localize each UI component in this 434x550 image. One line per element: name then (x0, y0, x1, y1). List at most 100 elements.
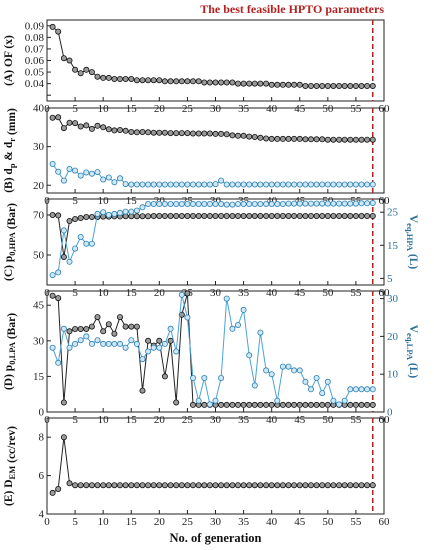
x-tick-label: 55 (350, 103, 362, 115)
y2-tick-label: 15 (387, 240, 399, 252)
x-tick-label: 20 (154, 414, 166, 426)
blue-series-point (128, 337, 135, 344)
black-series-point (139, 77, 146, 84)
y-tick-label: 30 (33, 335, 45, 347)
y-tick-label: 30 (33, 141, 45, 153)
black-series-point (83, 213, 90, 220)
black-series-point (195, 482, 202, 489)
blue-series-point (234, 181, 241, 188)
blue-series-point (150, 200, 157, 207)
blue-series-point (218, 200, 225, 207)
black-series-point (212, 79, 219, 86)
y-tick-label: 70 (33, 210, 45, 222)
black-series-point (229, 79, 236, 86)
black-series-point (302, 83, 309, 90)
black-series-point (184, 212, 191, 219)
x-tick-label: 10 (98, 516, 110, 528)
black-series-point (257, 482, 264, 489)
black-series-point (156, 129, 163, 136)
blue-series-point (156, 200, 163, 207)
blue-series-point (178, 181, 185, 188)
x-tick-label: 25 (182, 103, 194, 115)
black-series-point (49, 23, 56, 30)
blue-series-point (268, 181, 275, 188)
blue-series-point (223, 295, 230, 302)
blue-series-point (49, 160, 56, 167)
blue-series-point (218, 374, 225, 381)
blue-series-point (279, 363, 286, 370)
x-tick-label: 45 (294, 516, 306, 528)
black-series-point (206, 482, 213, 489)
black-series-point (251, 80, 258, 87)
blue-series-point (55, 359, 62, 366)
black-series-point (274, 212, 281, 219)
blue-series-point (60, 325, 67, 332)
blue-series-point (100, 340, 107, 347)
x-tick-label: 15 (126, 103, 138, 115)
black-series-point (307, 83, 314, 90)
x-tick-label: 15 (126, 516, 138, 528)
black-series-point (324, 482, 331, 489)
black-series-point (117, 76, 124, 83)
black-series-line (52, 214, 373, 258)
x-tick-label: 30 (210, 414, 222, 426)
blue-series-point (66, 344, 73, 351)
blue-series-point (49, 344, 56, 351)
blue-series-point (189, 374, 196, 381)
y-tick-label: 8 (39, 432, 45, 444)
blue-series-point (352, 386, 359, 393)
black-series-point (307, 482, 314, 489)
blue-series-point (229, 181, 236, 188)
black-series-point (117, 127, 124, 134)
black-series-point (206, 79, 213, 86)
black-series-point (94, 482, 101, 489)
x-tick-label: 40 (266, 287, 278, 299)
black-series-point (251, 133, 258, 140)
blue-series-point (66, 258, 73, 265)
blue-series-point (88, 170, 95, 177)
y-tick-label: 20 (33, 180, 45, 192)
blue-series-point (128, 208, 135, 215)
black-series-point (336, 83, 343, 90)
black-series-point (167, 130, 174, 137)
black-series-point (88, 213, 95, 220)
blue-series-point (364, 181, 371, 188)
blue-series-point (55, 269, 62, 276)
blue-series-point (324, 181, 331, 188)
black-series-point (49, 211, 56, 218)
blue-series-point (201, 200, 208, 207)
black-series-point (229, 132, 236, 139)
black-series-point (212, 212, 219, 219)
black-series-point (173, 130, 180, 137)
blue-series-point (257, 181, 264, 188)
black-series-point (240, 401, 247, 408)
y-tick-label: 50 (33, 250, 45, 262)
black-series-point (234, 132, 241, 139)
black-series-point (324, 83, 331, 90)
blue-series-point (257, 200, 264, 207)
x-axis-title: No. of generation (170, 531, 262, 545)
black-series-point (352, 83, 359, 90)
black-series-point (55, 295, 62, 302)
blue-series-point (324, 200, 331, 207)
black-series-point (201, 482, 208, 489)
blue-series-point (251, 181, 258, 188)
blue-series-point (111, 340, 118, 347)
black-series-point (184, 290, 191, 297)
black-series-point (268, 482, 275, 489)
blue-series-point (330, 200, 337, 207)
black-series-point (324, 136, 331, 143)
black-series-point (229, 482, 236, 489)
x-tick-label: 30 (210, 195, 222, 207)
blue-series-point (167, 181, 174, 188)
y-tick-label: 0 (39, 407, 45, 419)
blue-series-point (296, 181, 303, 188)
black-series-point (206, 212, 213, 219)
black-series-point (128, 128, 135, 135)
blue-series-point (212, 200, 219, 207)
black-series-point (240, 212, 247, 219)
blue-series-point (302, 200, 309, 207)
x-tick-label: 55 (350, 287, 362, 299)
blue-series-point (268, 200, 275, 207)
black-series-point (128, 482, 135, 489)
